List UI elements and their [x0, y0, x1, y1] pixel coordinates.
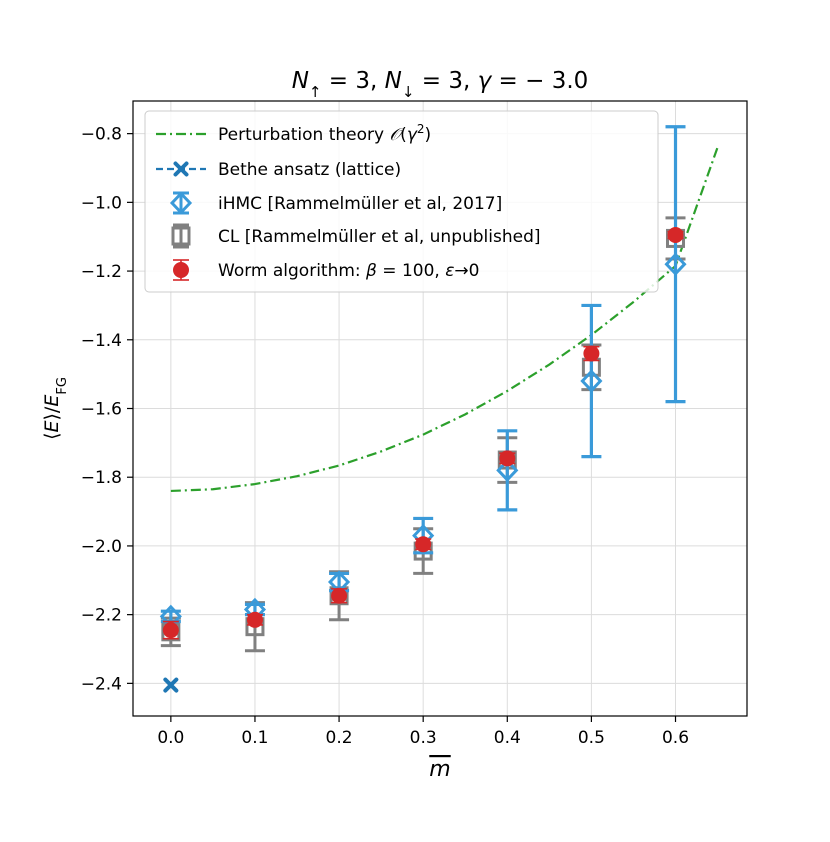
y-tick-label: −1.0 — [81, 193, 122, 213]
y-tick-label: −1.8 — [81, 468, 122, 488]
y-tick-label: −2.2 — [81, 606, 122, 626]
y-tick-label: −0.8 — [81, 125, 122, 145]
series-ihmc — [159, 125, 687, 629]
x-axis-label: m — [429, 757, 450, 782]
legend-label-ihmc: iHMC [Rammelmüller et al, 2017] — [218, 194, 502, 214]
perturbation-curve — [170, 147, 719, 493]
legend-label-worm: Worm algorithm: β = 100, ε→0 — [218, 261, 479, 281]
chart-title: N↑ = 3, N↓ = 3, γ = − 3.0 — [292, 68, 589, 101]
worm-marker — [499, 450, 516, 467]
y-tick-label: −1.6 — [81, 400, 122, 420]
x-tick-label: 0.2 — [326, 728, 353, 748]
legend-cl-marker — [171, 226, 191, 246]
x-marker-stroke — [173, 161, 189, 177]
x-tick-label: 0.5 — [578, 728, 605, 748]
y-tick-label: −2.0 — [81, 537, 122, 557]
legend-item-ihmc: iHMC [Rammelmüller et al, 2017] — [169, 191, 502, 215]
y-tick-label: −1.4 — [81, 331, 122, 351]
legend-box — [144, 110, 659, 293]
x-tick-label: 0.4 — [494, 728, 521, 748]
legend-item-perturbation: Perturbation theory 𝒪(γ2) — [156, 122, 431, 145]
worm-marker — [246, 611, 263, 628]
series-perturbation — [170, 147, 719, 493]
legend-item-bethe: Bethe ansatz (lattice) — [156, 160, 401, 180]
x-tick-label: 0.3 — [410, 728, 437, 748]
ihmc-marker — [664, 252, 687, 276]
legend-item-cl: CL [Rammelmüller et al, unpublished] — [171, 223, 541, 249]
x-tick-label: 0.6 — [662, 728, 689, 748]
legend-bethe-marker — [173, 161, 189, 177]
y-tick-label: −2.4 — [81, 674, 122, 694]
legend-ihmc-marker — [169, 191, 193, 215]
legend-label-cl: CL [Rammelmüller et al, unpublished] — [218, 227, 541, 247]
plot-area — [159, 125, 719, 693]
worm-marker — [331, 587, 348, 604]
worm-marker — [415, 536, 432, 553]
x-tick-label: 0.1 — [241, 728, 268, 748]
x-tick-label: 0.0 — [157, 728, 184, 748]
x-marker-stroke — [163, 677, 179, 693]
ihmc-marker — [496, 458, 519, 483]
series-bethe — [163, 677, 179, 693]
y-axis-label: ⟨E⟩/EFG — [41, 377, 70, 440]
legend: Perturbation theory 𝒪(γ2) Bethe ansatz (l… — [144, 110, 659, 293]
ihmc-marker — [580, 369, 603, 393]
legend-label-perturbation: Perturbation theory 𝒪(γ2) — [218, 122, 431, 145]
axis-ticks: 0.0 0.1 0.2 0.3 0.4 0.5 0.6 −2.4 −2.2 −2.0 −1.8 −1.… — [81, 125, 689, 748]
worm-marker — [583, 345, 600, 362]
bethe-marker — [163, 677, 179, 693]
worm-marker — [162, 622, 179, 639]
legend-label-bethe: Bethe ansatz (lattice) — [218, 160, 401, 180]
legend-worm-marker — [173, 262, 189, 278]
worm-marker — [667, 226, 684, 243]
legend-item-worm: Worm algorithm: β = 100, ε→0 — [173, 259, 479, 281]
series-worm — [162, 226, 684, 640]
y-tick-label: −1.2 — [81, 262, 122, 282]
